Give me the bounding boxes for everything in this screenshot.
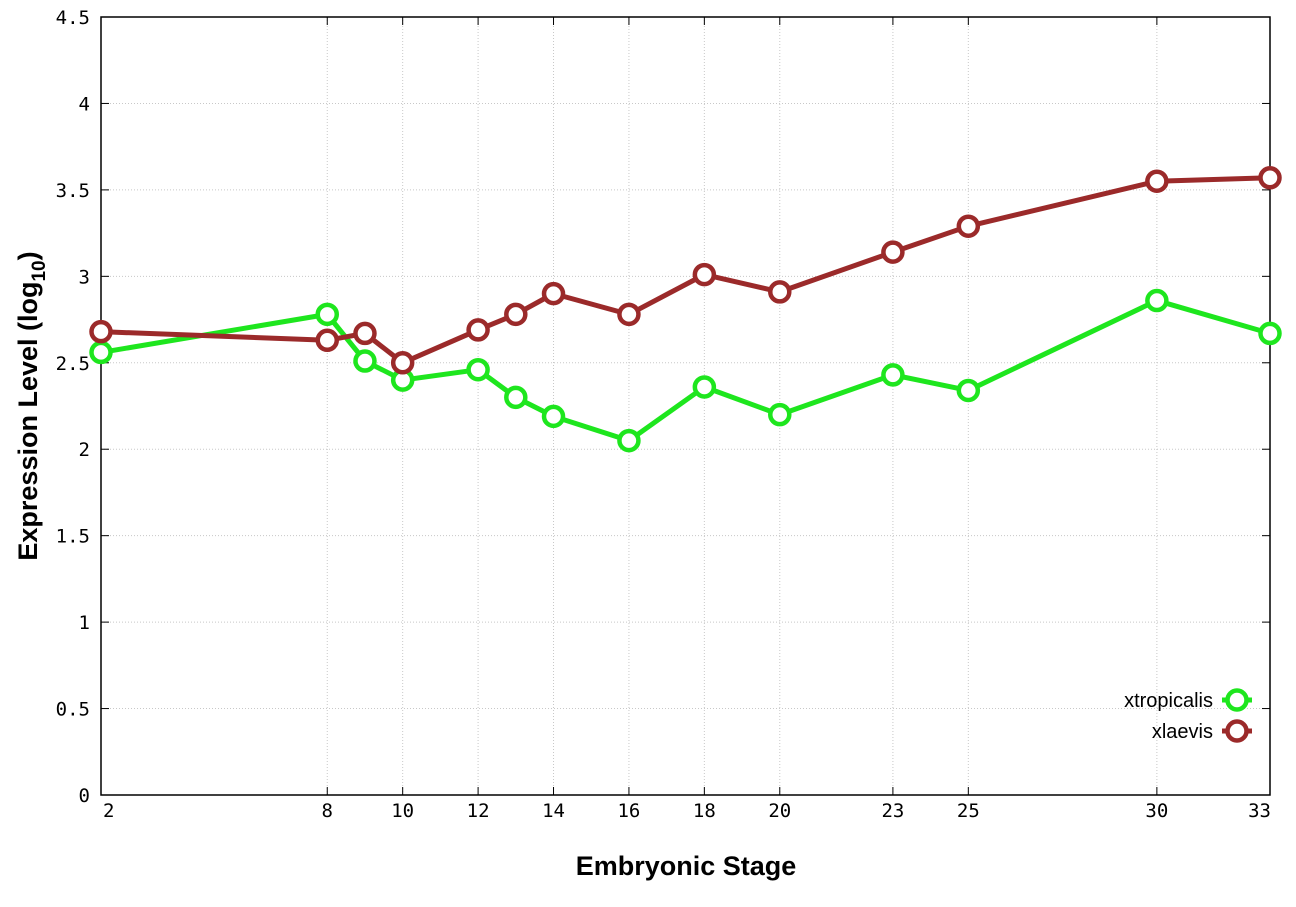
legend-marker (1225, 719, 1249, 743)
x-tick-label: 20 (768, 800, 791, 822)
data-point (956, 214, 981, 238)
data-point (353, 349, 377, 373)
data-point (466, 357, 490, 382)
series-xlaevis (89, 166, 1282, 375)
y-tick-label: 0.5 (56, 699, 90, 721)
data-point (1145, 288, 1169, 313)
x-tick-label: 16 (617, 800, 640, 822)
y-axis-title-close: ) (13, 251, 43, 260)
data-point (541, 404, 566, 429)
x-tick-label: 33 (1248, 800, 1271, 822)
legend-label: xlaevis (1152, 721, 1213, 743)
data-point (89, 319, 113, 344)
legend-marker (1225, 688, 1249, 712)
x-axis-title: Embryonic Stage (576, 851, 797, 881)
data-point (89, 340, 113, 365)
x-tick-label: 8 (322, 800, 333, 822)
x-tick-label: 18 (693, 800, 716, 822)
legend-label: xtropicalis (1124, 690, 1213, 712)
data-point (881, 363, 905, 387)
data-point (315, 302, 340, 327)
y-axis-title-subscript: 10 (29, 260, 50, 281)
y-tick-label: 3 (79, 266, 90, 288)
x-tick-label: 14 (542, 800, 565, 822)
data-point (881, 240, 905, 264)
data-point (956, 378, 981, 403)
y-axis-title-main: Expression Level (log (13, 282, 43, 561)
data-point (1258, 166, 1282, 190)
data-point (768, 402, 792, 427)
data-point (1258, 321, 1282, 346)
series-line (100, 298, 1271, 444)
data-point (617, 302, 641, 327)
y-tick-label: 0 (79, 785, 90, 807)
x-tick-label: 23 (881, 800, 904, 822)
data-point (390, 351, 415, 375)
plot-frame (100, 16, 1271, 796)
data-point (1145, 169, 1169, 193)
legend: xtropicalis xlaevis (1124, 688, 1252, 743)
series-lines (89, 166, 1282, 453)
y-tick-label: 1 (79, 612, 90, 634)
legend-item: xlaevis (1152, 719, 1252, 743)
data-point (353, 321, 377, 346)
data-point (466, 318, 490, 342)
y-tick-label: 3.5 (56, 180, 90, 202)
axes: 0 0.5 1 1.5 2 2.5 3 3.5 4 4.5 2 8 10 12 14 16 18 20 23 25 30… (56, 7, 1271, 822)
x-tick-label: 30 (1145, 800, 1168, 822)
y-tick-label: 2 (79, 439, 90, 461)
data-point (692, 375, 717, 399)
legend-item: xtropicalis (1124, 688, 1252, 712)
grid-lines (101, 17, 1270, 795)
x-tick-label: 2 (103, 800, 114, 822)
y-tick-label: 4 (79, 93, 90, 115)
y-tick-label: 4.5 (56, 7, 90, 29)
data-point (504, 385, 528, 410)
data-point (692, 262, 717, 287)
data-point (768, 280, 792, 304)
data-point (504, 302, 528, 327)
data-point (315, 328, 340, 353)
y-axis-title: Expression Level (log10) (13, 251, 50, 560)
x-tick-label: 10 (391, 800, 414, 822)
y-tick-label: 1.5 (56, 526, 90, 548)
series-line (100, 175, 1271, 366)
series-xtropicalis (89, 288, 1282, 453)
x-tick-label: 25 (957, 800, 980, 822)
y-tick-label: 2.5 (56, 353, 90, 375)
data-point (617, 428, 641, 453)
data-point (541, 281, 566, 306)
x-tick-label: 12 (467, 800, 490, 822)
